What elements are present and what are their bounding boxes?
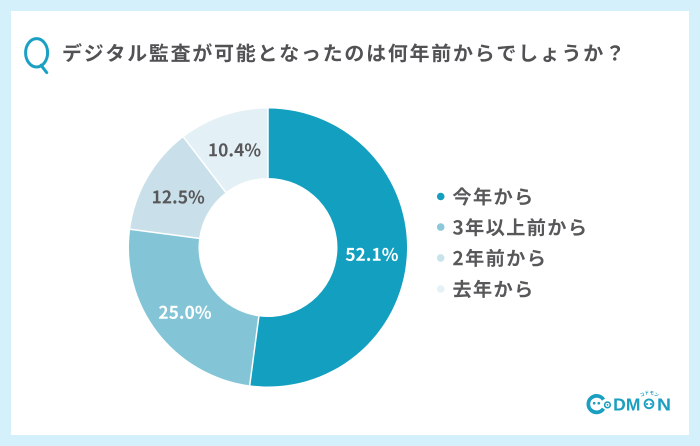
svg-text:DM: DM [613, 395, 640, 415]
svg-text:N: N [657, 395, 671, 415]
